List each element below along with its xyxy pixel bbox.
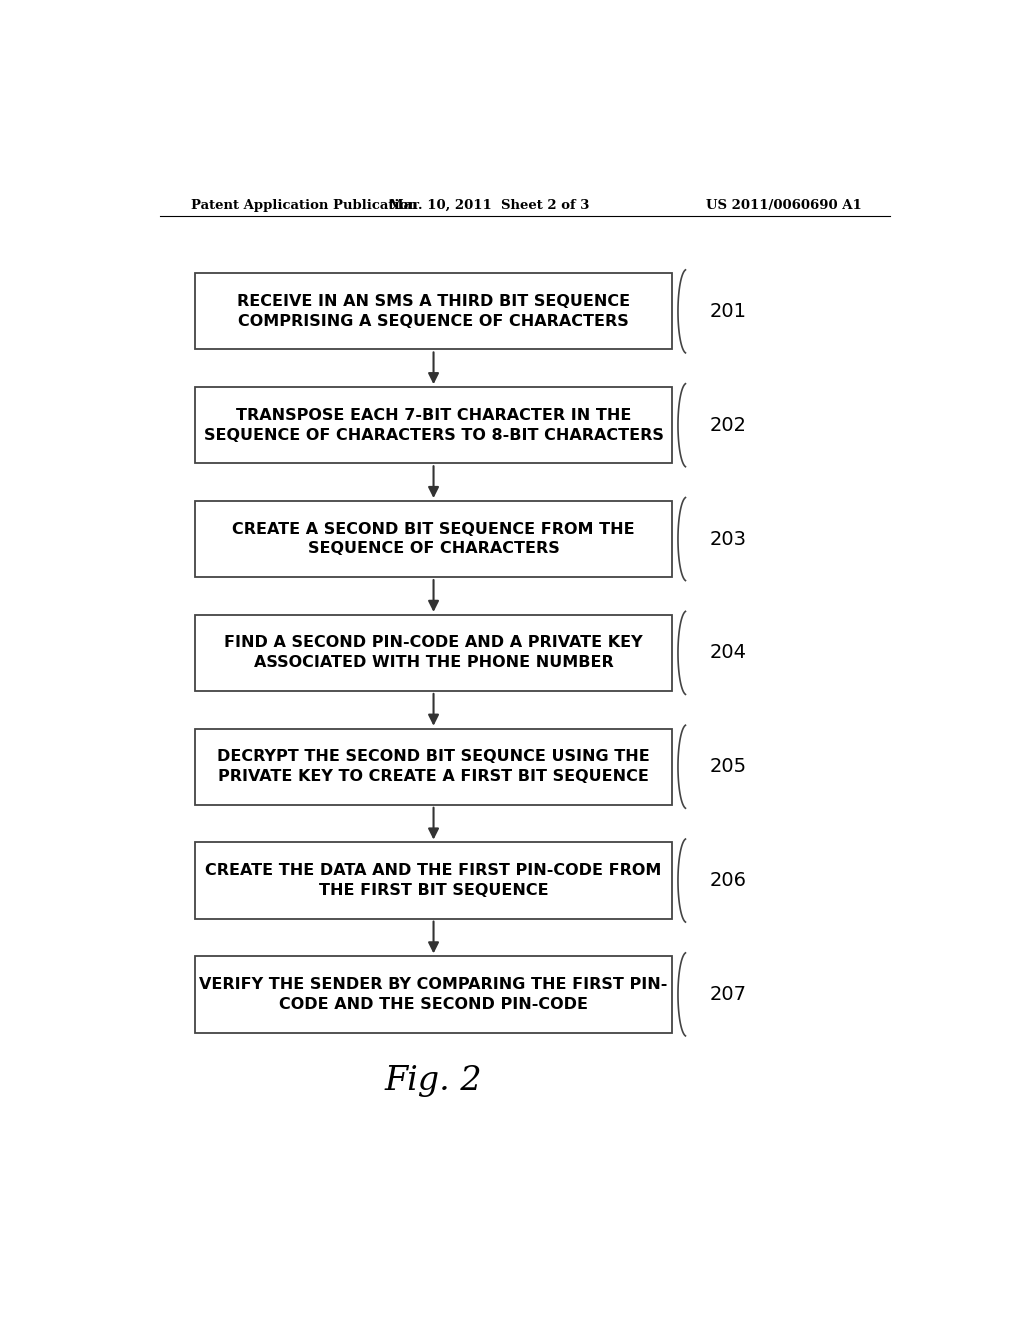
Text: CREATE A SECOND BIT SEQUENCE FROM THE
SEQUENCE OF CHARACTERS: CREATE A SECOND BIT SEQUENCE FROM THE SE… bbox=[232, 521, 635, 557]
Bar bbox=[196, 729, 672, 805]
Text: VERIFY THE SENDER BY COMPARING THE FIRST PIN-
CODE AND THE SECOND PIN-CODE: VERIFY THE SENDER BY COMPARING THE FIRST… bbox=[200, 977, 668, 1012]
Text: 205: 205 bbox=[710, 758, 746, 776]
Text: Mar. 10, 2011  Sheet 2 of 3: Mar. 10, 2011 Sheet 2 of 3 bbox=[389, 198, 589, 211]
Text: FIND A SECOND PIN-CODE AND A PRIVATE KEY
ASSOCIATED WITH THE PHONE NUMBER: FIND A SECOND PIN-CODE AND A PRIVATE KEY… bbox=[224, 635, 643, 671]
Text: TRANSPOSE EACH 7-BIT CHARACTER IN THE
SEQUENCE OF CHARACTERS TO 8-BIT CHARACTERS: TRANSPOSE EACH 7-BIT CHARACTER IN THE SE… bbox=[204, 408, 664, 442]
Text: US 2011/0060690 A1: US 2011/0060690 A1 bbox=[707, 198, 862, 211]
Text: 207: 207 bbox=[710, 985, 746, 1005]
Text: Patent Application Publication: Patent Application Publication bbox=[191, 198, 418, 211]
Bar bbox=[196, 500, 672, 577]
Bar bbox=[196, 387, 672, 463]
Bar bbox=[196, 956, 672, 1032]
Bar bbox=[196, 273, 672, 350]
Text: Fig. 2: Fig. 2 bbox=[385, 1065, 482, 1097]
Text: 201: 201 bbox=[710, 302, 746, 321]
Bar bbox=[196, 615, 672, 690]
Text: 202: 202 bbox=[710, 416, 746, 434]
Text: DECRYPT THE SECOND BIT SEQUNCE USING THE
PRIVATE KEY TO CREATE A FIRST BIT SEQUE: DECRYPT THE SECOND BIT SEQUNCE USING THE… bbox=[217, 750, 650, 784]
Bar bbox=[196, 842, 672, 919]
Text: 204: 204 bbox=[710, 643, 746, 663]
Text: 206: 206 bbox=[710, 871, 746, 890]
Text: 203: 203 bbox=[710, 529, 746, 549]
Text: CREATE THE DATA AND THE FIRST PIN-CODE FROM
THE FIRST BIT SEQUENCE: CREATE THE DATA AND THE FIRST PIN-CODE F… bbox=[206, 863, 662, 898]
Text: RECEIVE IN AN SMS A THIRD BIT SEQUENCE
COMPRISING A SEQUENCE OF CHARACTERS: RECEIVE IN AN SMS A THIRD BIT SEQUENCE C… bbox=[237, 294, 630, 329]
